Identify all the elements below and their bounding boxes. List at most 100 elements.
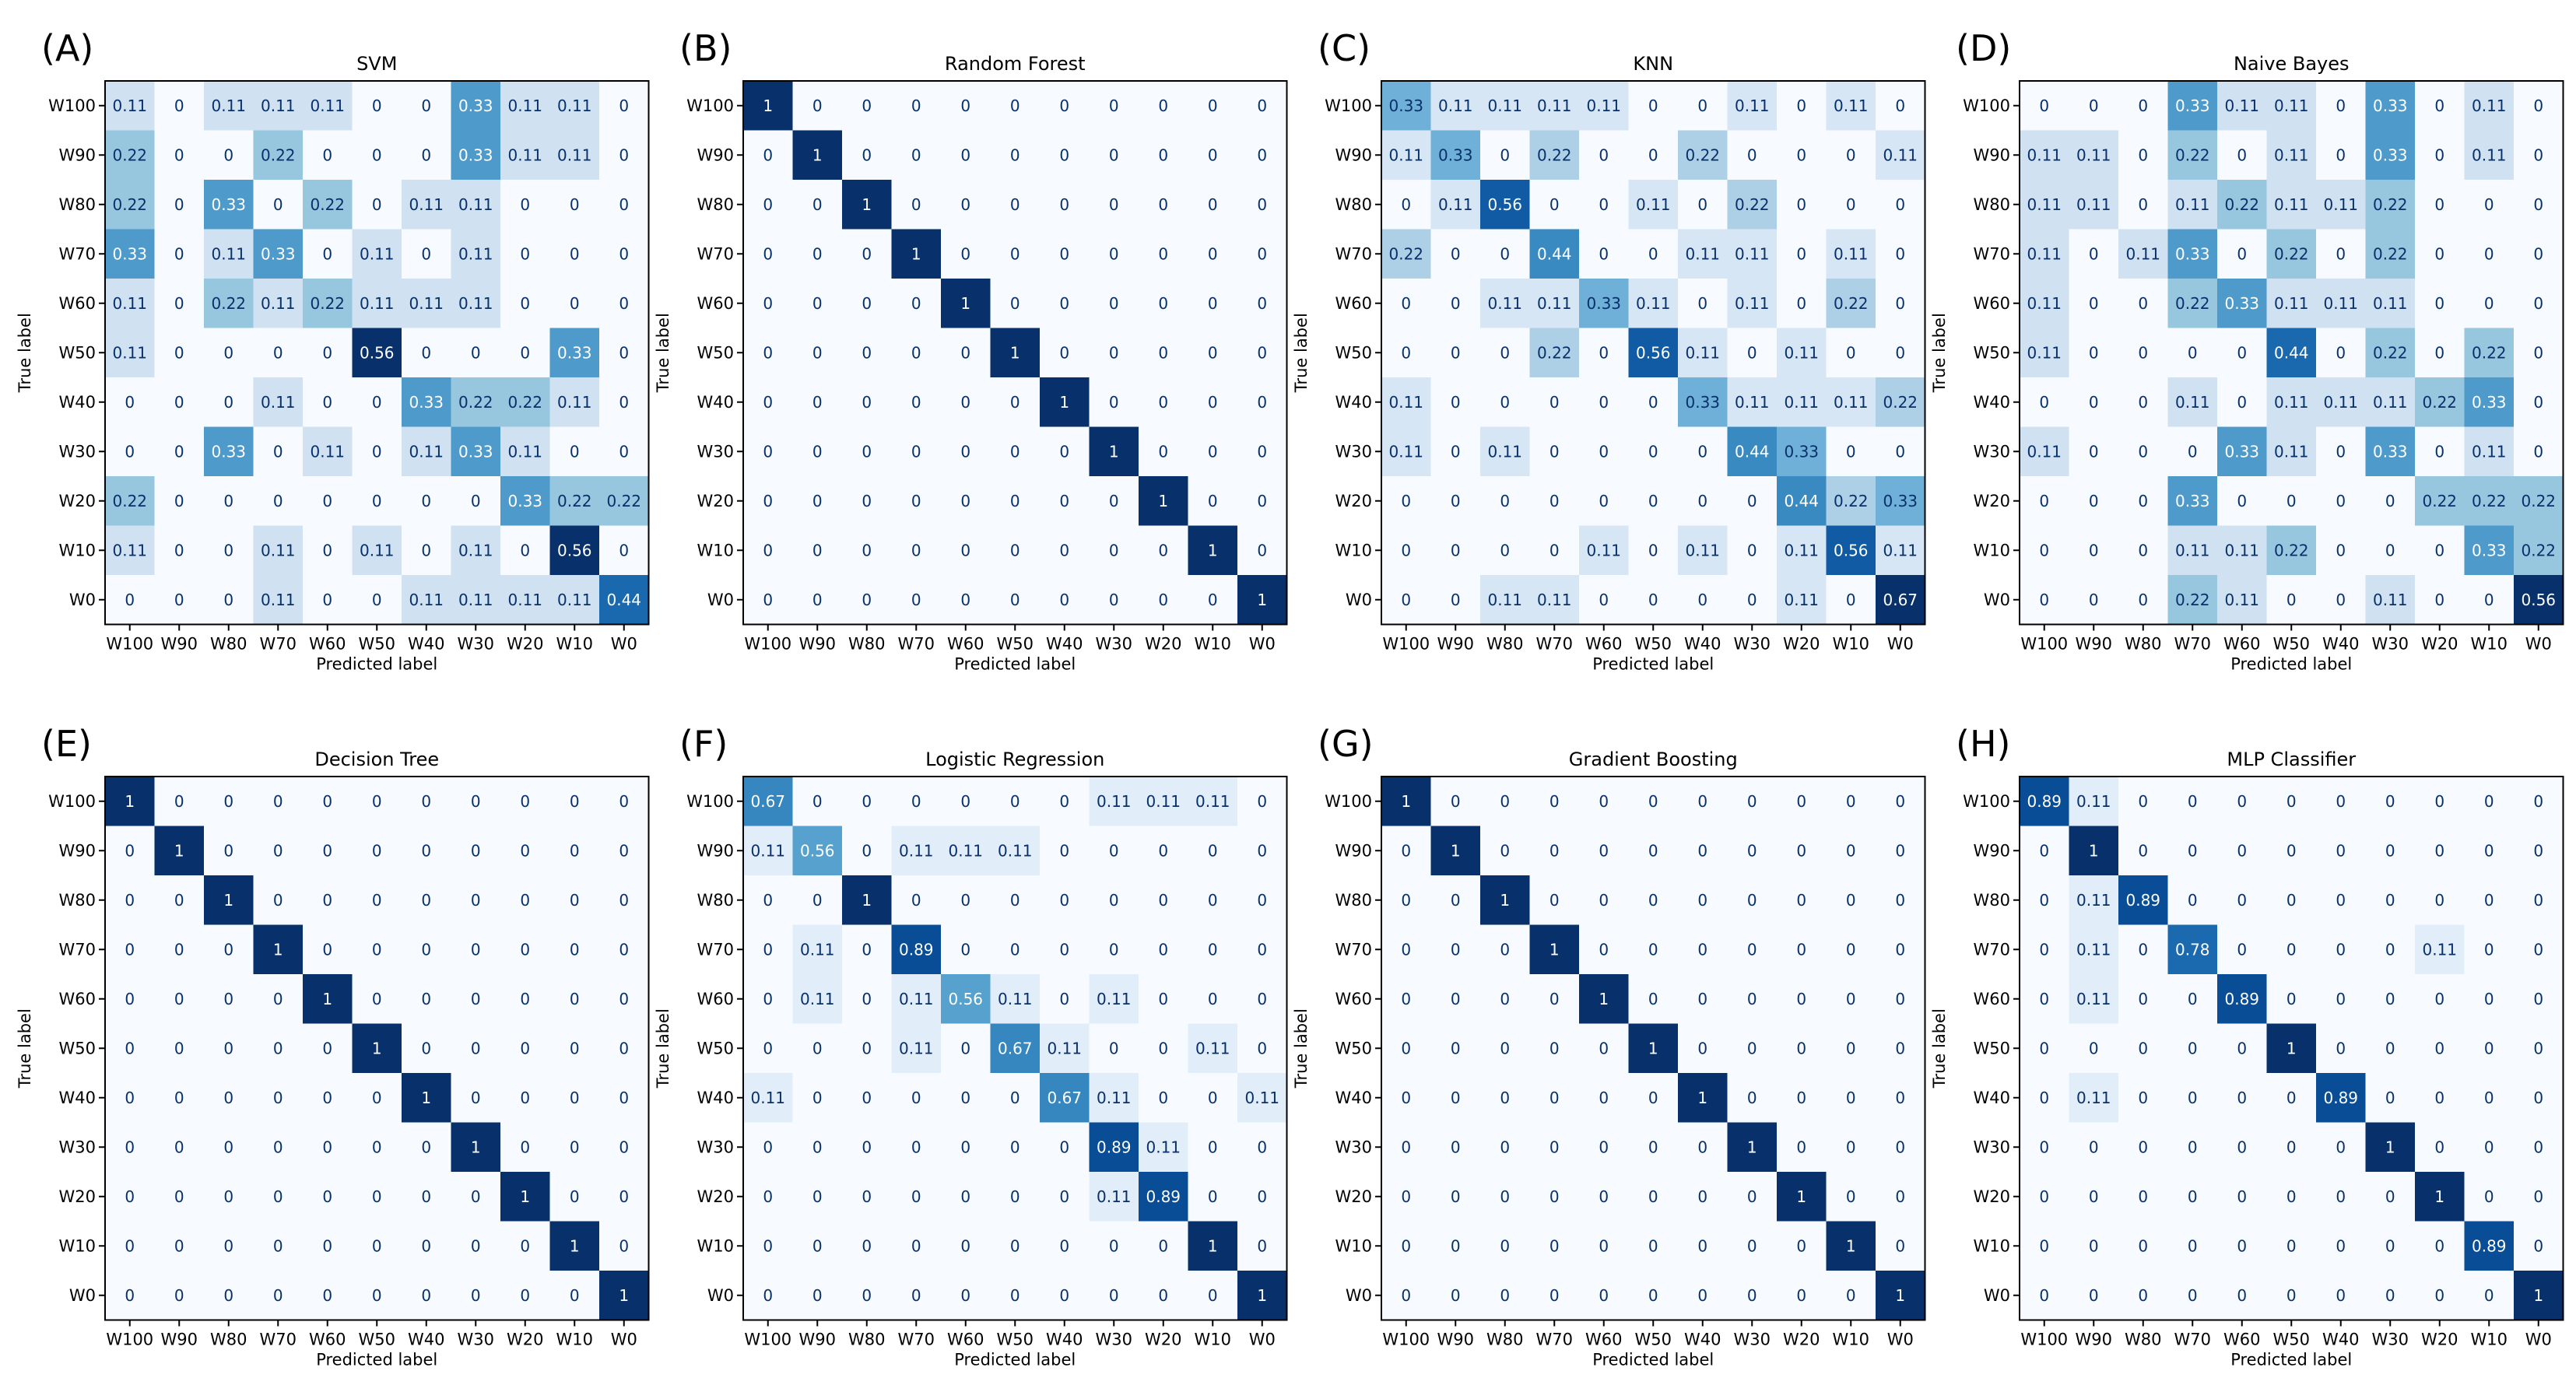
matrix-cell bbox=[2514, 1122, 2564, 1173]
cell-value-label: 0.11 bbox=[1636, 195, 1671, 214]
cell-value-label: 0 bbox=[763, 591, 773, 609]
matrix-cell bbox=[792, 875, 843, 925]
matrix-cell bbox=[204, 229, 254, 279]
cell-value-label: 1 bbox=[174, 841, 184, 860]
matrix-cell bbox=[303, 1073, 353, 1123]
matrix-cell bbox=[2464, 476, 2515, 526]
matrix-cell bbox=[1727, 1221, 1778, 1271]
matrix-cell bbox=[204, 130, 254, 181]
matrix-cell bbox=[2464, 377, 2515, 427]
matrix-cell bbox=[1529, 1023, 1580, 1074]
matrix-cell bbox=[253, 525, 304, 576]
cell-value-label: 0 bbox=[2138, 195, 2148, 214]
cell-value-label: 0 bbox=[2385, 940, 2395, 959]
matrix-cell bbox=[1480, 328, 1530, 378]
x-tick-label: W60 bbox=[2223, 1331, 2261, 1349]
cell-value-label: 0 bbox=[862, 1039, 872, 1057]
cell-value-label: 0.11 bbox=[2274, 294, 2309, 313]
cell-value-label: 0.89 bbox=[2125, 891, 2160, 910]
cell-value-label: 0 bbox=[2533, 990, 2543, 1008]
cell-value-label: 0 bbox=[1401, 195, 1411, 214]
matrix-cell bbox=[1876, 81, 1925, 131]
cell-value-label: 0 bbox=[1158, 146, 1168, 164]
cell-value-label: 0 bbox=[619, 940, 629, 959]
matrix-cell bbox=[599, 81, 649, 131]
cell-value-label: 0 bbox=[2089, 541, 2099, 559]
matrix-cell bbox=[2415, 525, 2465, 576]
cell-value-label: 0 bbox=[812, 442, 823, 461]
cell-value-label: 0 bbox=[1059, 343, 1069, 362]
matrix-cell bbox=[1237, 1023, 1287, 1074]
cell-value-label: 0 bbox=[1059, 940, 1069, 959]
matrix-cell bbox=[1139, 130, 1188, 181]
cell-value-label: 0.33 bbox=[2224, 294, 2259, 313]
cell-value-label: 1 bbox=[1208, 1236, 1218, 1255]
matrix-cell bbox=[1876, 525, 1925, 576]
cell-value-label: 0 bbox=[1010, 195, 1020, 214]
matrix-cell bbox=[1139, 924, 1188, 975]
matrix-cell bbox=[2217, 1122, 2267, 1173]
matrix-cell bbox=[1579, 1271, 1629, 1320]
cell-value-label: 0 bbox=[421, 841, 431, 860]
matrix-cell bbox=[1139, 1172, 1188, 1222]
matrix-cell bbox=[2365, 1221, 2416, 1271]
cell-value-label: 0 bbox=[1257, 492, 1267, 510]
cell-value-label: 0.11 bbox=[1685, 541, 1720, 559]
cell-value-label: 0 bbox=[2237, 841, 2247, 860]
cell-value-label: 0 bbox=[1747, 492, 1757, 510]
matrix-cell bbox=[2167, 476, 2218, 526]
cell-value-label: 0 bbox=[125, 1187, 135, 1206]
cell-value-label: 0.11 bbox=[2076, 195, 2111, 214]
cell-value-label: 0 bbox=[1158, 591, 1168, 609]
cell-value-label: 0 bbox=[1010, 393, 1020, 412]
matrix-cell bbox=[1777, 1073, 1827, 1123]
matrix-cell bbox=[1628, 974, 1679, 1024]
matrix-cell bbox=[1237, 525, 1287, 576]
matrix-cell bbox=[941, 1073, 991, 1123]
cell-value-label: 0 bbox=[1059, 492, 1069, 510]
matrix-cell bbox=[1529, 924, 1580, 975]
matrix-cell bbox=[1188, 476, 1238, 526]
matrix-cell bbox=[2266, 1073, 2317, 1123]
cell-value-label: 0 bbox=[1451, 1187, 1461, 1206]
cell-value-label: 0 bbox=[763, 1236, 773, 1255]
matrix-cell bbox=[2316, 1122, 2366, 1173]
matrix-cell bbox=[2167, 1172, 2218, 1222]
cell-value-label: 0 bbox=[421, 990, 431, 1008]
matrix-cell bbox=[792, 377, 843, 427]
cell-value-label: 0 bbox=[763, 541, 773, 559]
x-tick-label: W60 bbox=[309, 1331, 346, 1349]
x-axis-label: Predicted label bbox=[1592, 655, 1714, 674]
matrix-cell bbox=[1040, 180, 1090, 230]
cell-value-label: 0 bbox=[421, 1236, 431, 1255]
matrix-cell bbox=[1381, 924, 1431, 975]
cell-value-label: 0 bbox=[960, 1089, 970, 1107]
cell-value-label: 0 bbox=[1697, 891, 1707, 910]
cell-value-label: 0 bbox=[421, 492, 431, 510]
matrix-cell bbox=[1579, 974, 1629, 1024]
cell-value-label: 0.11 bbox=[458, 541, 493, 559]
matrix-cell bbox=[599, 1122, 649, 1173]
cell-value-label: 1 bbox=[1697, 1089, 1707, 1107]
cell-value-label: 0 bbox=[1599, 841, 1609, 860]
x-tick-label: W20 bbox=[507, 635, 544, 654]
cell-value-label: 0 bbox=[1549, 195, 1560, 214]
cell-value-label: 0 bbox=[1796, 96, 1806, 115]
matrix-cell bbox=[2020, 328, 2069, 378]
cell-value-label: 0 bbox=[1451, 1039, 1461, 1057]
matrix-cell bbox=[105, 180, 155, 230]
matrix-cell bbox=[402, 974, 451, 1024]
cell-value-label: 0 bbox=[619, 96, 629, 115]
cell-value-label: 0.33 bbox=[1784, 442, 1819, 461]
matrix-cell bbox=[2069, 575, 2119, 625]
cell-value-label: 0.22 bbox=[310, 195, 345, 214]
cell-value-label: 0 bbox=[812, 294, 823, 313]
matrix-cell bbox=[1826, 875, 1876, 925]
matrix-cell bbox=[891, 924, 942, 975]
matrix-cell bbox=[204, 377, 254, 427]
cell-value-label: 0 bbox=[174, 1286, 184, 1305]
matrix-cell bbox=[1727, 525, 1778, 576]
matrix-cell bbox=[2365, 426, 2416, 477]
matrix-cell bbox=[2118, 1023, 2168, 1074]
matrix-cell bbox=[154, 826, 205, 876]
